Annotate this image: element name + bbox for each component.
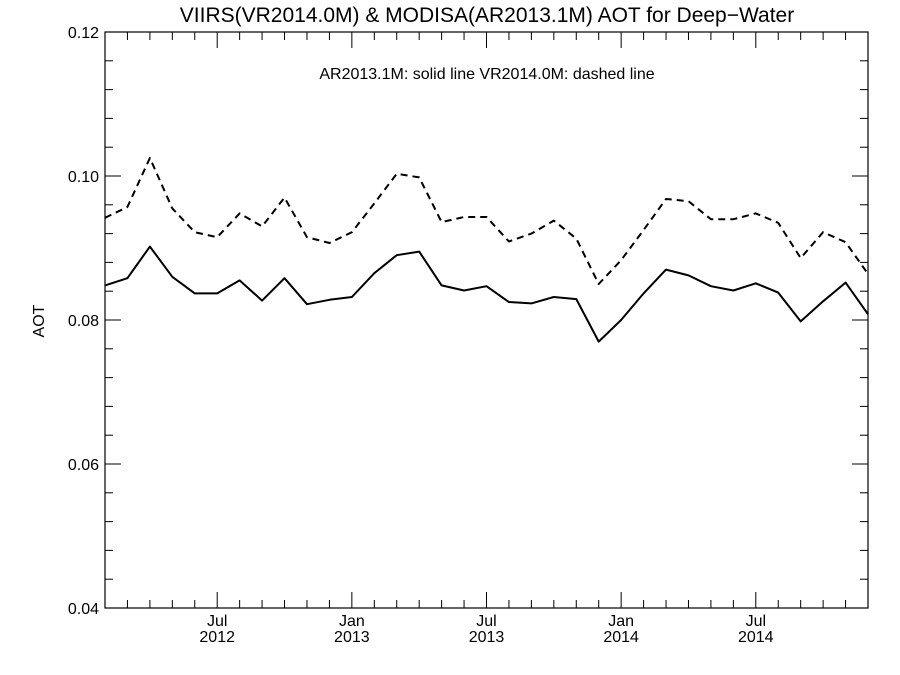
series-line-ar2013-1m: [104, 245, 869, 343]
x-tick-label-year: 2014: [603, 629, 639, 646]
y-tick-label: 0.08: [68, 313, 99, 330]
y-tick-label: 0.12: [68, 25, 99, 42]
y-axis-label: AOT: [31, 304, 48, 337]
x-tick-label-month: Jul: [476, 613, 496, 630]
plot-frame: [104, 31, 869, 609]
x-tick-label-month: Jul: [746, 613, 766, 630]
series-line-vr2014-0m: [104, 157, 869, 285]
chart-annotation: AR2013.1M: solid line VR2014.0M: dashed …: [319, 66, 654, 83]
x-tick-label-year: 2014: [738, 629, 774, 646]
x-tick-label-year: 2012: [199, 629, 235, 646]
y-tick-label: 0.06: [68, 457, 99, 474]
x-tick-label-year: 2013: [334, 629, 370, 646]
x-tick-label-month: Jul: [207, 613, 227, 630]
y-tick-label: 0.10: [68, 169, 99, 186]
x-tick-label-year: 2013: [469, 629, 505, 646]
chart-title: VIIRS(VR2014.0M) & MODISA(AR2013.1M) AOT…: [180, 4, 794, 27]
y-tick-label: 0.04: [68, 601, 99, 618]
x-tick-label-month: Jan: [608, 613, 634, 630]
x-tick-label-month: Jan: [339, 613, 365, 630]
plot-marks: 0.040.060.080.100.12Jul2012Jan2013Jul201…: [68, 25, 869, 646]
